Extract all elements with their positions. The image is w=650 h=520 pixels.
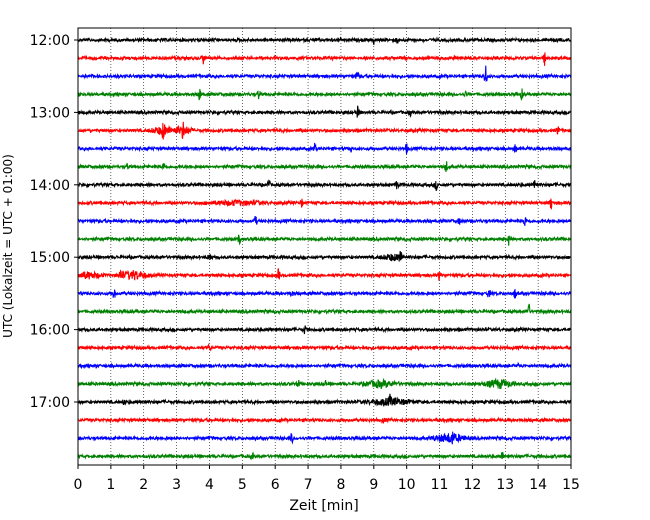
trace-1430	[77, 215, 572, 226]
trace-1215	[77, 52, 572, 66]
trace-1730	[77, 431, 572, 445]
y-tick-label: 17:00	[30, 395, 70, 411]
x-tick-label: 7	[304, 477, 313, 493]
trace-1745	[77, 451, 572, 461]
trace-1245	[77, 88, 572, 101]
trace-1300	[77, 105, 572, 118]
trace-1400	[77, 179, 572, 192]
seismic-traces	[77, 36, 572, 461]
y-tick-label: 14:00	[30, 178, 70, 194]
trace-1330	[77, 142, 572, 155]
plot-frame	[77, 27, 572, 466]
x-tick-label: 8	[336, 477, 345, 493]
x-axis-ticks: 0 1 2 3 4 5 6 7 8 9 10 11 12 13 14 15	[74, 465, 580, 493]
trace-1445	[77, 234, 572, 246]
y-tick-label: 12:00	[30, 33, 70, 49]
x-tick-label: 4	[205, 477, 214, 493]
y-axis-label: UTC (Lokalzeit = UTC + 01:00)	[1, 154, 15, 338]
x-tick-label: 1	[106, 477, 115, 493]
trace-1545	[77, 303, 572, 316]
trace-1715	[77, 416, 572, 424]
x-tick-label: 13	[496, 477, 514, 493]
x-tick-label: 9	[369, 477, 378, 493]
trace-1500	[77, 250, 572, 262]
y-tick-label: 15:00	[30, 250, 70, 266]
trace-1345	[77, 161, 572, 173]
vertical-gridlines	[110, 28, 539, 465]
x-tick-label: 12	[463, 477, 481, 493]
x-tick-label: 11	[431, 477, 449, 493]
trace-1315	[77, 121, 572, 140]
trace-1530	[77, 288, 572, 300]
trace-1645	[77, 377, 572, 390]
trace-1230	[77, 65, 572, 82]
x-tick-label: 5	[238, 477, 247, 493]
x-tick-label: 15	[562, 477, 580, 493]
x-axis-label: Zeit [min]	[289, 498, 358, 514]
trace-1700	[77, 393, 572, 408]
x-tick-label: 3	[172, 477, 181, 493]
trace-1630	[77, 361, 572, 370]
trace-1615	[77, 342, 572, 352]
x-tick-label: 6	[271, 477, 280, 493]
x-tick-label: 0	[74, 477, 83, 493]
trace-1415	[77, 198, 572, 210]
plot-background	[78, 28, 571, 465]
x-tick-label: 14	[529, 477, 547, 493]
trace-1515	[77, 268, 572, 281]
x-tick-label: 10	[398, 477, 416, 493]
y-tick-label: 16:00	[30, 323, 70, 339]
x-tick-label: 2	[139, 477, 148, 493]
y-tick-label: 13:00	[30, 105, 70, 121]
trace-1600	[77, 325, 572, 335]
y-axis-ticks: 12:00 13:00 14:00 15:00 16:00 17:00	[30, 33, 78, 411]
trace-1200	[77, 36, 572, 45]
